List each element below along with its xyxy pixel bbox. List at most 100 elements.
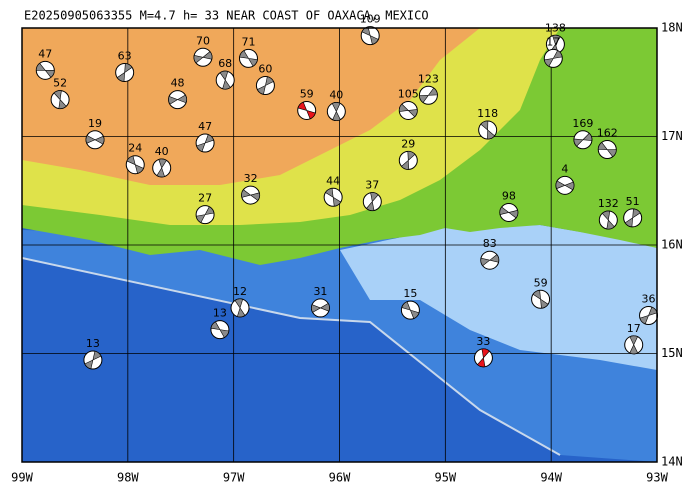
beachball-sector	[532, 289, 549, 309]
beachball-sector	[241, 189, 260, 201]
depth-label: 51	[626, 195, 640, 208]
beachball-sector	[196, 134, 214, 152]
depth-label: 40	[329, 89, 343, 102]
beachball-sector	[311, 302, 330, 313]
depth-label: 60	[258, 63, 272, 76]
beachball-sector	[168, 94, 187, 105]
beachball-sector	[629, 335, 639, 355]
beachball-sector	[53, 90, 67, 109]
x-tick-label: 99W	[11, 471, 33, 485]
beachball-sector	[555, 180, 575, 191]
beachball	[545, 34, 565, 54]
x-tick-label: 93W	[646, 471, 668, 485]
beachball-sector	[193, 51, 213, 64]
depth-label: 13	[213, 307, 227, 320]
beachball	[326, 102, 346, 122]
depth-label: 24	[128, 142, 142, 155]
beachball	[238, 48, 258, 68]
beachball-sector	[480, 120, 496, 140]
y-tick-label: 14N	[661, 455, 683, 469]
beachball	[323, 187, 343, 207]
beachball	[85, 130, 105, 150]
beachball	[195, 205, 215, 225]
beachball	[398, 150, 418, 170]
beachball	[398, 100, 418, 120]
x-tick-label: 97W	[223, 471, 245, 485]
depth-label: 17	[546, 35, 560, 48]
beachball-sector	[399, 103, 418, 118]
depth-label: 105	[398, 87, 419, 100]
beachball-sector	[544, 50, 563, 67]
depth-label: 63	[118, 49, 132, 62]
beachball-sector	[499, 206, 519, 219]
beachball-sector	[297, 101, 316, 120]
depth-label: 44	[326, 174, 340, 187]
x-tick-label: 98W	[117, 471, 139, 485]
depth-label: 19	[88, 117, 102, 130]
depth-label: 83	[483, 237, 497, 250]
depth-label: 71	[241, 35, 255, 48]
beachball	[210, 320, 230, 340]
depth-label: 118	[477, 107, 498, 120]
beachball-sector	[401, 151, 416, 170]
beachball	[418, 85, 438, 105]
depth-label: 123	[418, 72, 439, 85]
beachball-sector	[219, 70, 231, 90]
depth-label: 52	[53, 77, 67, 90]
beachball	[597, 140, 617, 160]
beachball	[639, 306, 659, 326]
depth-label: 37	[365, 179, 379, 192]
depth-label: 59	[300, 87, 314, 100]
beachball	[168, 90, 188, 110]
beachball	[499, 202, 519, 222]
beachball-sector	[331, 102, 341, 121]
beachball-sector	[35, 62, 55, 78]
beachball-sector	[480, 254, 500, 267]
beachball	[480, 250, 500, 270]
beachball	[193, 47, 213, 67]
depth-label: 68	[218, 57, 232, 70]
x-tick-label: 95W	[434, 471, 456, 485]
beachball-sector	[401, 301, 420, 319]
beachball-sector	[84, 350, 102, 370]
beachball	[555, 175, 575, 195]
beachball-sector	[597, 141, 617, 158]
depth-label: 31	[313, 285, 327, 298]
beachball	[115, 62, 135, 82]
beachball-sector	[156, 158, 167, 178]
depth-label: 17	[627, 322, 641, 335]
y-tick-label: 16N	[661, 238, 683, 252]
depth-label: 29	[401, 137, 415, 150]
beachball	[478, 120, 498, 140]
depth-label: 27	[198, 192, 212, 205]
beachball-sector	[195, 206, 215, 224]
beachball-sector	[239, 50, 258, 67]
y-tick-label: 17N	[661, 129, 683, 143]
beachball	[360, 26, 380, 46]
depth-label: 109	[360, 13, 381, 26]
depth-label: 47	[38, 47, 52, 60]
depth-label: 162	[597, 127, 618, 140]
beachball	[573, 130, 593, 150]
beachball	[473, 348, 493, 368]
beachball	[195, 133, 215, 153]
depth-label: 36	[642, 293, 656, 306]
beachball	[362, 192, 382, 212]
depth-label: 13	[86, 337, 100, 350]
beachball	[400, 300, 420, 320]
depth-label: 40	[155, 145, 169, 158]
depth-label: 15	[403, 287, 417, 300]
beachball	[310, 298, 330, 318]
map-title: E20250905063355 M=4.7 h= 33 NEAR COAST O…	[24, 9, 429, 23]
beachball-sector	[234, 298, 246, 318]
shelf	[340, 225, 657, 370]
beachball	[35, 60, 55, 80]
depth-label: 47	[198, 120, 212, 133]
beachball-sector	[325, 187, 342, 207]
x-tick-label: 96W	[329, 471, 351, 485]
beachball	[125, 155, 145, 175]
beachball-sector	[116, 63, 133, 82]
beachball	[83, 350, 103, 370]
